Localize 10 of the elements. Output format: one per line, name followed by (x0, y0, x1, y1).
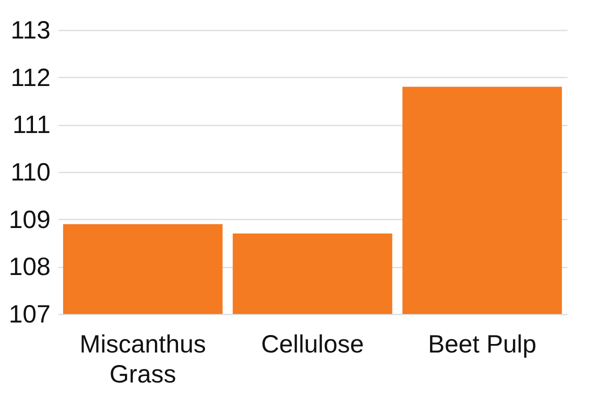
y-tick-label: 110 (10, 158, 50, 186)
y-tick-label: 112 (10, 64, 50, 92)
x-tick-label: Cellulose (261, 330, 364, 358)
x-tick-label: Miscanthus Grass (80, 330, 206, 388)
y-tick-label: 113 (10, 16, 50, 44)
y-tick-label: 108 (8, 253, 50, 282)
y-tick-label: 111 (12, 111, 50, 140)
y-tick-label: 109 (8, 206, 50, 234)
y-tick-label: 107 (8, 300, 50, 328)
x-tick-label: Beet Pulp (428, 330, 536, 358)
